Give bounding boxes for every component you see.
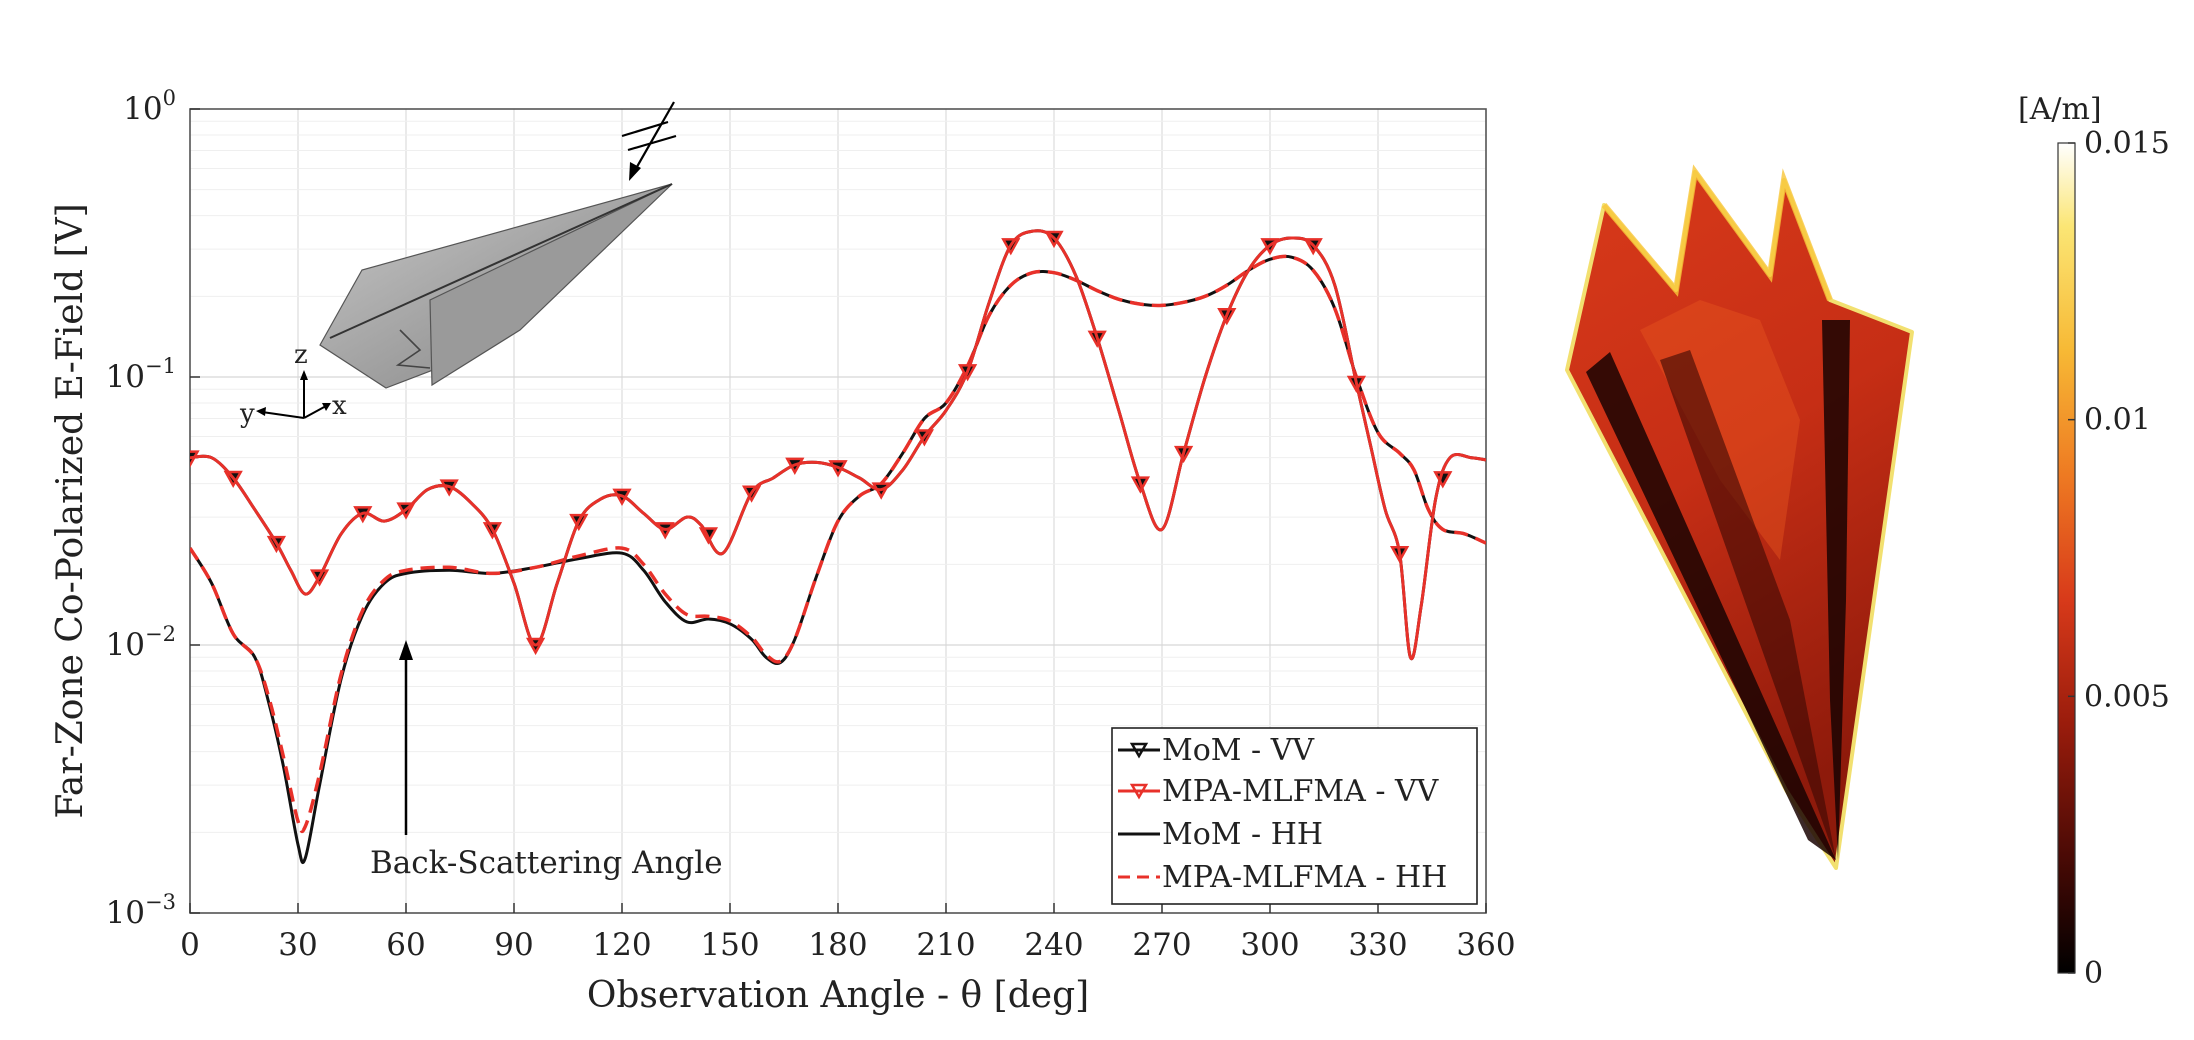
y-axis-label: Far-Zone Co-Polarized E-Field [V] xyxy=(50,203,91,818)
x-tick-label: 360 xyxy=(1456,927,1515,963)
x-tick-label: 270 xyxy=(1132,927,1191,963)
triangle-down-marker-icon xyxy=(1303,238,1323,256)
surface-dark-band-center xyxy=(1660,350,1836,860)
y-tick-label: 100 xyxy=(123,86,176,127)
aircraft-tail xyxy=(395,329,431,369)
surface-yellow-edge xyxy=(1601,164,1833,302)
surface-dark-band-right xyxy=(1822,320,1850,860)
triangle-down-marker-icon xyxy=(1044,230,1064,249)
triangle-down-marker-icon xyxy=(190,450,200,468)
aircraft-ridge xyxy=(329,183,673,339)
legend-label: MoM - HH xyxy=(1162,817,1323,852)
triangle-down-marker-icon xyxy=(396,502,416,520)
legend-item-mpa-vv: MPA-MLFMA - VV xyxy=(1118,774,1440,809)
axis-x-label: x xyxy=(332,391,347,421)
triangle-down-marker-icon xyxy=(309,569,330,587)
colorbar-tick-label: 0 xyxy=(2084,956,2103,991)
legend-label: MPA-MLFMA - VV xyxy=(1162,774,1440,809)
x-tick-label: 240 xyxy=(1024,927,1083,963)
triangle-down-marker-icon xyxy=(1389,545,1410,564)
legend-item-mpa-hh: MPA-MLFMA - HH xyxy=(1118,860,1447,895)
colorbar-tick-label: 0.005 xyxy=(2084,679,2170,714)
triangle-down-marker-icon xyxy=(741,485,762,503)
y-tick-label: 10−1 xyxy=(106,354,176,395)
x-tick-label: 90 xyxy=(494,927,533,963)
series-mpa-mlfma-hh xyxy=(190,254,1486,834)
y-tick-label: 10−2 xyxy=(106,622,176,663)
legend: MoM - VV MPA-MLFMA - VV MoM - HH MPA-MLF… xyxy=(1111,727,1478,905)
triangle-down-marker-icon xyxy=(871,482,891,500)
triangle-down-marker-icon xyxy=(1433,471,1453,489)
annotation-text: Back-Scattering Angle xyxy=(370,845,723,881)
triangle-down-marker-icon xyxy=(612,488,632,506)
triangle-down-marker-icon xyxy=(785,457,805,475)
x-tick-label: 180 xyxy=(808,927,867,963)
triangle-down-marker-icon xyxy=(1130,476,1151,494)
triangle-down-marker-icon xyxy=(439,479,459,497)
back-scattering-annotation: Back-Scattering Angle xyxy=(370,640,723,881)
line-chart: 0 30 60 90 120 150 180 210 240 270 300 330 360 10010… xyxy=(50,86,1516,1016)
colorbar: [A/m] 0.015 0.01 0.005 0 xyxy=(2018,92,2170,991)
triangle-down-marker-icon xyxy=(1087,330,1107,348)
y-axis-ticks: 100 10−1 10−2 10−3 xyxy=(106,86,200,931)
series-group xyxy=(190,229,1486,864)
triangle-down-marker-icon xyxy=(1129,742,1149,759)
axis-y-label: y xyxy=(239,399,255,429)
series-line xyxy=(190,229,1486,661)
triangle-down-marker-icon xyxy=(698,527,719,545)
triangle-down-marker-icon xyxy=(914,429,935,447)
colorbar-unit-label: [A/m] xyxy=(2018,92,2102,127)
x-tick-label: 150 xyxy=(700,927,759,963)
legend-box xyxy=(1111,727,1478,905)
triangle-down-marker-icon xyxy=(1001,238,1021,256)
x-axis-label: Observation Angle - θ [deg] xyxy=(587,975,1089,1016)
triangle-down-marker-icon xyxy=(957,364,978,382)
surface-current-heatmap xyxy=(1565,164,1914,870)
series-mpa-mlfma-vv xyxy=(190,229,1486,661)
triangle-down-marker-icon xyxy=(655,522,675,540)
x-tick-label: 0 xyxy=(180,927,200,963)
x-tick-label: 120 xyxy=(592,927,651,963)
triangle-down-marker-icon xyxy=(353,506,373,524)
x-tick-label: 60 xyxy=(386,927,425,963)
triangle-down-marker-icon xyxy=(223,470,243,489)
triangle-down-marker-icon xyxy=(828,460,848,478)
aircraft-inset-image: z y x xyxy=(239,101,677,429)
colorbar-gradient xyxy=(2057,142,2076,974)
triangle-down-marker-icon xyxy=(1129,783,1149,800)
x-tick-label: 330 xyxy=(1348,927,1407,963)
coordinate-axes: z y x xyxy=(239,340,347,429)
triangle-down-marker-icon xyxy=(1173,445,1194,464)
triangle-down-marker-icon xyxy=(266,535,287,554)
triangle-down-marker-icon xyxy=(482,522,503,540)
series-line xyxy=(190,254,1486,834)
aircraft-wing xyxy=(429,183,673,387)
y-tick-label: 10−3 xyxy=(106,890,176,931)
colorbar-tick-label: 0.01 xyxy=(2084,403,2151,438)
x-tick-label: 210 xyxy=(916,927,975,963)
annotation-arrowhead xyxy=(399,640,413,660)
colorbar-tick-label: 0.015 xyxy=(2084,126,2170,161)
legend-item-mom-hh: MoM - HH xyxy=(1118,817,1323,852)
incident-wave-arrow xyxy=(621,101,677,181)
triangle-down-marker-icon xyxy=(1217,307,1237,326)
colorbar-ticks: 0.015 0.01 0.005 0 xyxy=(2068,126,2170,991)
x-axis-ticks: 0 30 60 90 120 150 180 210 240 270 300 330 360 xyxy=(180,903,1516,963)
surface-dark-band-left xyxy=(1586,352,1836,860)
triangle-down-marker-icon xyxy=(525,637,546,656)
triangle-down-marker-icon xyxy=(569,513,589,532)
legend-label: MoM - VV xyxy=(1162,733,1315,768)
legend-label: MPA-MLFMA - HH xyxy=(1162,860,1447,895)
triangle-down-marker-icon xyxy=(1346,375,1367,394)
x-tick-label: 30 xyxy=(278,927,317,963)
triangle-down-marker-icon xyxy=(1260,238,1280,256)
x-tick-label: 300 xyxy=(1240,927,1299,963)
legend-item-mom-vv: MoM - VV xyxy=(1118,733,1315,768)
axis-z-label: z xyxy=(294,340,308,370)
